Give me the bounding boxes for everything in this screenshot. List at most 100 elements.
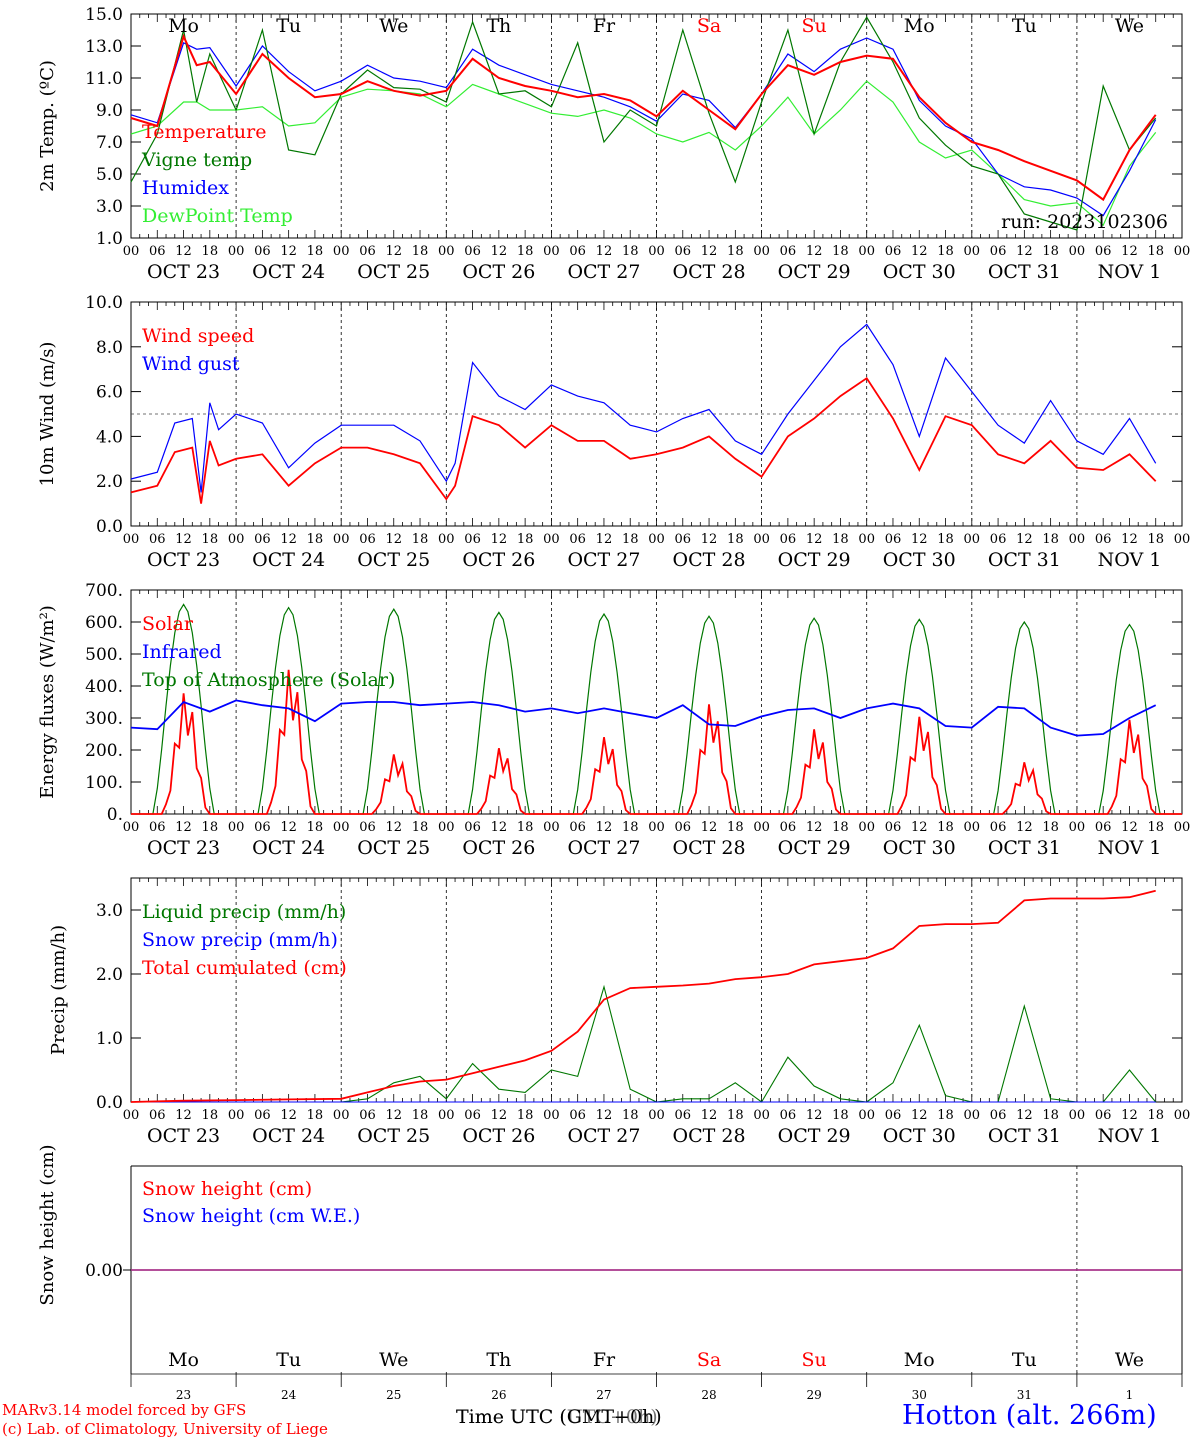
hour-tick-label: 06 xyxy=(569,244,586,259)
date-label: OCT 23 xyxy=(147,549,220,571)
hour-tick-label: 00 xyxy=(858,1108,875,1123)
hour-tick-label: 00 xyxy=(858,820,875,835)
hour-tick-label: 00 xyxy=(228,244,245,259)
hour-tick-label: 06 xyxy=(149,244,166,259)
series-wind-speed xyxy=(130,376,1157,504)
date-number: 29 xyxy=(807,1388,822,1402)
hour-tick-label: 12 xyxy=(701,244,718,259)
hour-tick-label: 12 xyxy=(385,532,402,547)
hour-tick-label: 06 xyxy=(990,532,1007,547)
hour-tick-label: 06 xyxy=(569,1108,586,1123)
y-tick-label: 1.0 xyxy=(96,229,123,249)
y-axis-label: Precip (mm/h) xyxy=(48,925,69,1055)
date-label: OCT 25 xyxy=(357,549,430,571)
date-label: NOV 1 xyxy=(1098,1125,1162,1147)
hour-tick-label: 00 xyxy=(964,244,981,259)
date-label: OCT 24 xyxy=(252,1125,325,1147)
hour-tick-label: 12 xyxy=(1016,1108,1033,1123)
day-label: Mo xyxy=(904,1349,935,1371)
legend-infrared: Infrared xyxy=(142,641,222,663)
date-label: OCT 23 xyxy=(147,1125,220,1147)
hour-tick-label: 12 xyxy=(175,820,192,835)
day-label: Mo xyxy=(168,1349,199,1371)
hour-tick-label: 06 xyxy=(569,820,586,835)
y-tick-label: 15.0 xyxy=(85,5,123,25)
station-name: Hotton (alt. 266m) xyxy=(902,1400,1157,1431)
series-vigne-temp xyxy=(130,16,1157,231)
legend-snow-height-cm-w-e: Snow height (cm W.E.) xyxy=(142,1205,360,1227)
date-label: NOV 1 xyxy=(1098,837,1162,859)
series-dewpoint-temp xyxy=(130,80,1157,227)
series-wind-gust xyxy=(130,323,1157,493)
hour-tick-label: 18 xyxy=(937,532,954,547)
hour-tick-label: 00 xyxy=(333,532,350,547)
time-axis-title-b: Time UTC (UTC+0h) xyxy=(456,1406,658,1428)
hour-tick-label: 18 xyxy=(622,1108,639,1123)
y-tick-label: 3.0 xyxy=(96,197,123,217)
hour-tick-label: 06 xyxy=(359,820,376,835)
date-label: OCT 27 xyxy=(567,837,640,859)
hour-tick-label: 06 xyxy=(1095,820,1112,835)
hour-tick-label: 06 xyxy=(254,244,271,259)
hour-tick-label: 12 xyxy=(806,820,823,835)
y-axis-label: 2m Temp. (ºC) xyxy=(37,60,58,192)
hour-tick-label: 06 xyxy=(675,1108,692,1123)
hour-tick-label: 18 xyxy=(517,532,534,547)
date-label: OCT 31 xyxy=(988,837,1061,859)
legend-humidex: Humidex xyxy=(142,177,229,199)
legend-snow-height-cm: Snow height (cm) xyxy=(142,1178,312,1200)
hour-tick-label: 12 xyxy=(280,244,297,259)
hour-tick-label: 00 xyxy=(1069,1108,1086,1123)
hour-tick-label: 12 xyxy=(596,820,613,835)
hour-tick-label: 00 xyxy=(753,532,770,547)
hour-tick-label: 12 xyxy=(596,1108,613,1123)
hour-tick-label: 18 xyxy=(1147,820,1164,835)
hour-tick-label: 00 xyxy=(964,532,981,547)
date-number: 26 xyxy=(491,1388,506,1402)
date-label: OCT 28 xyxy=(673,261,746,283)
date-label: OCT 23 xyxy=(147,837,220,859)
hour-tick-label: 06 xyxy=(464,820,481,835)
day-label: Mo xyxy=(904,15,935,37)
hour-tick-label: 12 xyxy=(175,244,192,259)
hour-tick-label: 00 xyxy=(964,1108,981,1123)
day-label: Sa xyxy=(697,15,721,37)
day-label: We xyxy=(1115,1349,1144,1371)
hour-tick-label: 18 xyxy=(937,820,954,835)
hour-tick-label: 18 xyxy=(202,532,219,547)
hour-tick-label: 12 xyxy=(491,1108,508,1123)
hour-tick-label: 12 xyxy=(1121,820,1138,835)
date-number: 24 xyxy=(281,1388,297,1402)
day-label: Tu xyxy=(276,1349,301,1371)
hour-tick-label: 06 xyxy=(254,532,271,547)
hour-tick-label: 18 xyxy=(517,244,534,259)
hour-tick-label: 06 xyxy=(464,244,481,259)
date-label: OCT 24 xyxy=(252,549,325,571)
hour-tick-label: 00 xyxy=(123,532,140,547)
series-infrared xyxy=(130,699,1157,737)
day-label: Fr xyxy=(593,1349,616,1371)
legend-dewpoint-temp: DewPoint Temp xyxy=(142,205,293,227)
y-tick-label: 200. xyxy=(85,741,123,761)
hour-tick-label: 12 xyxy=(701,1108,718,1123)
y-tick-label: 9.0 xyxy=(96,101,123,121)
date-label: OCT 26 xyxy=(462,549,535,571)
y-tick-label: 8.0 xyxy=(96,338,123,358)
hour-tick-label: 00 xyxy=(1174,1108,1191,1123)
y-axis-label: Snow height (cm) xyxy=(37,1144,58,1305)
hour-tick-label: 06 xyxy=(359,244,376,259)
hour-tick-label: 00 xyxy=(438,1108,455,1123)
y-tick-label: 600. xyxy=(85,613,123,633)
run-label: run: 2023102306 xyxy=(1001,211,1168,233)
hour-tick-label: 12 xyxy=(911,244,928,259)
hour-tick-label: 18 xyxy=(1147,1108,1164,1123)
y-tick-label: 10.0 xyxy=(85,293,123,313)
y-tick-label: 6.0 xyxy=(96,383,123,403)
date-label: OCT 31 xyxy=(988,1125,1061,1147)
hour-tick-label: 00 xyxy=(648,244,665,259)
date-label: OCT 29 xyxy=(778,1125,851,1147)
legend-total-cumulated-cm: Total cumulated (cm) xyxy=(142,957,347,979)
date-label: OCT 25 xyxy=(357,837,430,859)
hour-tick-label: 12 xyxy=(280,820,297,835)
